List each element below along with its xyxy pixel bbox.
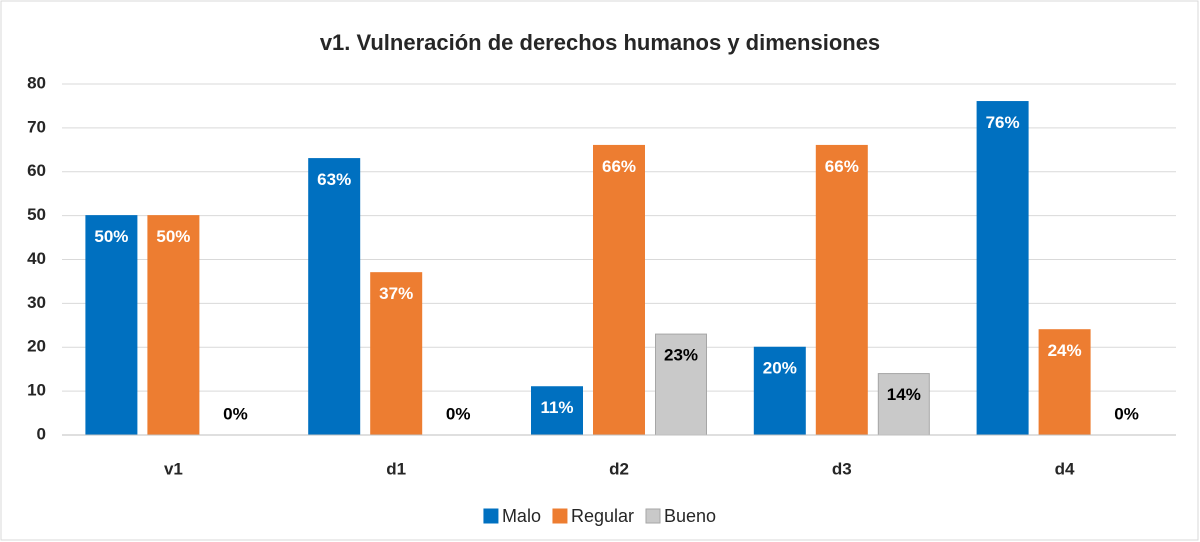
data-label: 76% bbox=[986, 113, 1020, 132]
data-label: 14% bbox=[887, 385, 921, 404]
y-tick-label: 40 bbox=[27, 249, 46, 268]
y-tick-label: 30 bbox=[27, 293, 46, 312]
x-tick-label: d4 bbox=[1055, 459, 1075, 478]
data-label: 11% bbox=[540, 398, 573, 417]
data-label: 66% bbox=[825, 157, 859, 176]
data-label: 66% bbox=[602, 157, 636, 176]
x-tick-label: d3 bbox=[832, 459, 852, 478]
bar bbox=[815, 144, 868, 436]
legend-label: Malo bbox=[502, 506, 541, 526]
data-label: 24% bbox=[1048, 341, 1082, 360]
legend-swatch bbox=[483, 508, 499, 524]
bar bbox=[308, 158, 361, 436]
data-label: 20% bbox=[763, 359, 797, 378]
data-label: 0% bbox=[1114, 404, 1139, 423]
x-tick-label: d2 bbox=[609, 459, 629, 478]
y-tick-label: 0 bbox=[37, 424, 46, 443]
data-label: 0% bbox=[446, 404, 471, 423]
bar bbox=[147, 215, 200, 436]
chart-title: v1. Vulneración de derechos humanos y di… bbox=[320, 30, 880, 55]
data-label: 63% bbox=[317, 170, 351, 189]
legend-swatch bbox=[645, 508, 661, 524]
bar bbox=[1038, 329, 1091, 436]
legend-label: Bueno bbox=[664, 506, 716, 526]
legend-swatch bbox=[552, 508, 568, 524]
y-tick-label: 80 bbox=[27, 73, 46, 92]
legend: Malo Regular Bueno bbox=[483, 506, 716, 526]
y-tick-label: 60 bbox=[27, 161, 46, 180]
legend-label: Regular bbox=[571, 506, 634, 526]
y-tick-label: 10 bbox=[27, 381, 46, 400]
data-label: 50% bbox=[94, 227, 128, 246]
y-tick-label: 70 bbox=[27, 117, 46, 136]
data-label: 0% bbox=[223, 404, 248, 423]
data-label: 23% bbox=[664, 346, 698, 365]
bar bbox=[877, 373, 930, 436]
x-tick-label: v1 bbox=[164, 459, 183, 478]
y-tick-label: 20 bbox=[27, 337, 46, 356]
x-tick-label: d1 bbox=[386, 459, 406, 478]
data-label: 37% bbox=[379, 284, 413, 303]
bar bbox=[593, 144, 645, 436]
bar bbox=[85, 215, 138, 436]
data-label: 50% bbox=[156, 227, 190, 246]
y-tick-label: 50 bbox=[27, 205, 46, 224]
bar bbox=[976, 101, 1029, 436]
